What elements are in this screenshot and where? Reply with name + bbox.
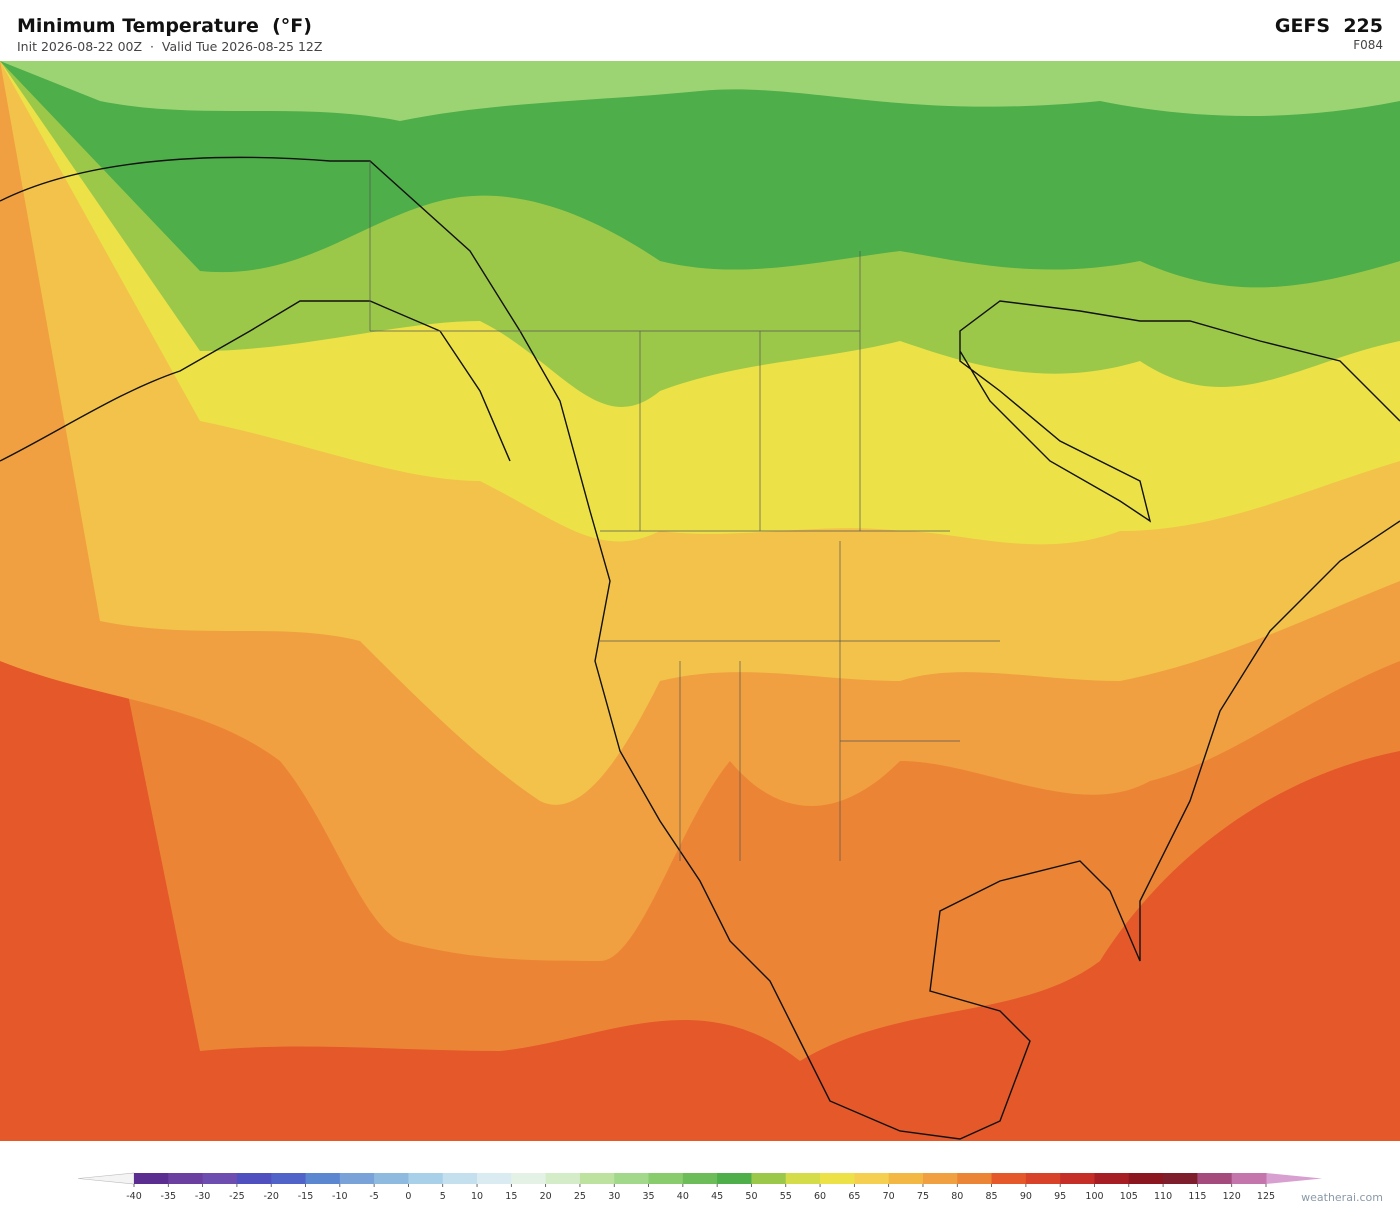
colorbar: weatherai.com -40 -35 -30 -25 -20 -15 -10 -5 0 5 1…	[77, 1172, 1383, 1204]
colorbar-tick-label: 95	[1054, 1191, 1066, 1202]
colorbar-segment	[922, 1173, 958, 1184]
colorbar-segment	[408, 1173, 444, 1184]
colorbar-tick-label: -40	[126, 1191, 142, 1202]
colorbar-tick-label: 35	[642, 1191, 654, 1202]
colorbar-tick-label: 5	[440, 1191, 446, 1202]
colorbar-over	[1266, 1173, 1322, 1184]
colorbar-tick-label: 40	[677, 1191, 689, 1202]
colorbar-tick-label: -20	[263, 1191, 279, 1202]
colorbar-tick-label: 10	[471, 1191, 483, 1202]
colorbar-tick-label: 75	[917, 1191, 929, 1202]
colorbar-segment	[1094, 1173, 1130, 1184]
colorbar-segment	[1197, 1173, 1233, 1184]
colorbar-tick-label: 80	[951, 1191, 963, 1202]
colorbar-segment	[339, 1173, 375, 1184]
colorbar-tick-label: 55	[780, 1191, 792, 1202]
colorbar-tick-label: -30	[195, 1191, 211, 1202]
watermark: weatherai.com	[1301, 1191, 1383, 1204]
coastline	[0, 156, 1400, 1140]
colorbar-under	[77, 1172, 135, 1185]
colorbar-segment	[305, 1173, 341, 1184]
colorbar-tick-label: -5	[369, 1191, 378, 1202]
colorbar-segment	[579, 1173, 615, 1184]
colorbar-segment	[820, 1173, 855, 1184]
colorbar-segment	[751, 1173, 787, 1184]
colorbar-segment	[888, 1173, 924, 1184]
colorbar-tick-label: -35	[161, 1191, 177, 1202]
field-35	[0, 61, 1400, 121]
forecast-hour: F084	[1353, 38, 1383, 52]
colorbar-tick-label: 105	[1120, 1191, 1138, 1202]
colorbar-segment	[1128, 1173, 1164, 1184]
colorbar-tick-label: 30	[608, 1191, 620, 1202]
colorbar-segment	[957, 1173, 993, 1184]
colorbar-tick-label: 50	[745, 1191, 757, 1202]
subtitle: Init 2026-08-22 00Z · Valid Tue 2026-08-…	[17, 39, 323, 54]
colorbar-segment	[236, 1173, 272, 1184]
colorbar-segment	[511, 1173, 547, 1184]
colorbar-segment	[1163, 1173, 1198, 1184]
colorbar-tick-label: 70	[883, 1191, 895, 1202]
colorbar-segment	[168, 1173, 204, 1184]
colorbar-tick-label: 60	[814, 1191, 826, 1202]
colorbar-segment	[717, 1173, 752, 1184]
title: Minimum Temperature (°F)	[17, 15, 312, 37]
colorbar-segment	[1231, 1173, 1267, 1184]
colorbar-segment	[854, 1173, 890, 1184]
colorbar-tick-label: 110	[1154, 1191, 1172, 1202]
colorbar-segment	[785, 1173, 821, 1184]
colorbar-tick-label: 65	[848, 1191, 860, 1202]
colorbar-segment	[614, 1173, 650, 1184]
colorbar-tick-label: 45	[711, 1191, 723, 1202]
colorbar-tick-label: 90	[1020, 1191, 1032, 1202]
field-45	[0, 61, 1400, 288]
colorbar-segment	[442, 1173, 478, 1184]
colorbar-segment	[134, 1173, 169, 1184]
colorbar-segment	[991, 1173, 1027, 1184]
colorbar-segment	[477, 1173, 512, 1184]
colorbar-segment	[545, 1173, 581, 1184]
model-name: GEFS 225	[1274, 15, 1383, 37]
colorbar-tick-label: 15	[505, 1191, 517, 1202]
colorbar-tick-label: -25	[229, 1191, 245, 1202]
colorbar-tick-label: 20	[540, 1191, 552, 1202]
colorbar-tick-label: -10	[332, 1191, 348, 1202]
colorbar-segment	[682, 1173, 718, 1184]
colorbar-tick-label: 115	[1188, 1191, 1206, 1202]
colorbar-tick-label: 85	[986, 1191, 998, 1202]
colorbar-tick-label: 100	[1085, 1191, 1103, 1202]
colorbar-segment	[271, 1173, 307, 1184]
colorbar-segment	[648, 1173, 684, 1184]
colorbar-segment	[1025, 1173, 1061, 1184]
colorbar-tick-label: 125	[1257, 1191, 1275, 1202]
colorbar-tick-label: -15	[298, 1191, 314, 1202]
map	[0, 61, 1400, 1141]
colorbar-segment	[202, 1173, 238, 1184]
colorbar-segment	[1060, 1173, 1095, 1184]
borders	[369, 161, 1000, 861]
colorbar-tick-label: 120	[1223, 1191, 1241, 1202]
colorbar-segment	[374, 1173, 409, 1184]
colorbar-tick-label: 0	[405, 1191, 411, 1202]
colorbar-tick-label: 25	[574, 1191, 586, 1202]
